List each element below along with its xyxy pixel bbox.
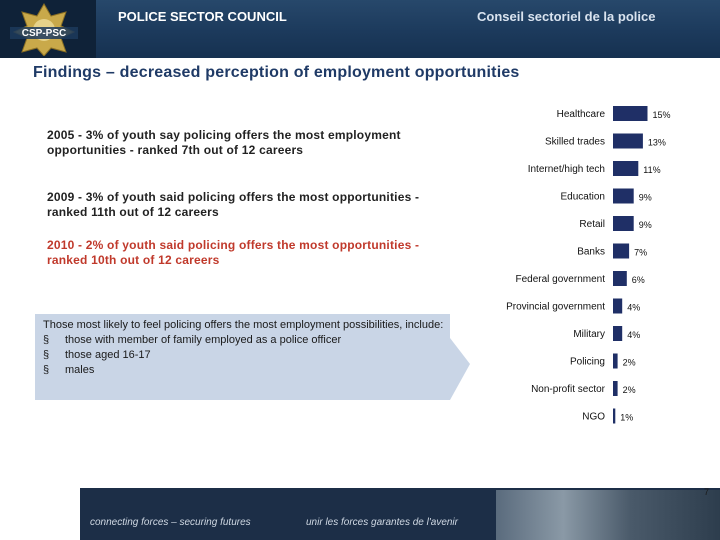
career-opportunity-chart: Healthcare 15% Skilled trades 13% Internet/h… (506, 106, 671, 424)
value-label: 15% (653, 110, 671, 120)
slide-title: Findings – decreased perception of emplo… (33, 64, 520, 81)
category-label: NGO (582, 412, 605, 423)
value-label: 1% (620, 413, 633, 423)
bar (613, 298, 623, 314)
header-title-en: POLICE SECTOR COUNCIL (118, 9, 287, 24)
bar (613, 106, 648, 121)
bar (613, 326, 623, 341)
category-label: Military (573, 329, 605, 340)
page-number: 7 (704, 487, 710, 497)
category-label: Non-profit sector (531, 384, 606, 395)
value-label: 9% (639, 193, 652, 203)
value-label: 7% (634, 248, 647, 258)
bar (613, 243, 630, 259)
bar (613, 133, 643, 149)
value-label: 2% (623, 385, 636, 395)
category-label: Education (561, 192, 605, 203)
finding-2009: 2009 - 3% of youth said policing offers … (47, 190, 420, 219)
finding-2010: 2010 - 2% of youth said policing offers … (47, 238, 420, 267)
category-label: Retail (579, 219, 605, 230)
category-label: Banks (577, 247, 605, 258)
bullet-text: males (65, 364, 95, 376)
footer-photo-strip (496, 490, 720, 540)
bullet-text: those aged 16-17 (65, 349, 151, 361)
value-label: 4% (627, 303, 640, 313)
category-label: Policing (570, 357, 605, 368)
logo-text: CSP-PSC (22, 28, 66, 39)
value-label: 9% (639, 220, 652, 230)
category-label: Internet/high tech (528, 164, 605, 175)
list-item: § those with member of family employed as… (43, 333, 450, 348)
bullet-icon: § (43, 334, 50, 346)
value-label: 11% (643, 165, 660, 175)
value-label: 6% (632, 275, 645, 285)
footer-slogan-fr: unir les forces garantes de l'avenir (306, 517, 458, 528)
category-label: Healthcare (557, 109, 606, 120)
callout-list: § those with member of family employed as… (43, 333, 450, 378)
category-label: Provincial government (506, 302, 605, 313)
bar (613, 216, 634, 231)
bar (613, 353, 618, 369)
bullet-icon: § (43, 364, 50, 376)
bullet-icon: § (43, 349, 50, 361)
list-item: § those aged 16-17 (43, 348, 450, 363)
header-bar (0, 0, 720, 58)
value-label: 2% (623, 358, 636, 368)
value-label: 13% (648, 138, 666, 148)
bar (613, 271, 627, 286)
footer-slogan-en: connecting forces – securing futures (90, 517, 251, 528)
bar (613, 381, 618, 396)
finding-2005: 2005 - 3% of youth say policing offers t… (47, 128, 401, 157)
bar (613, 408, 616, 424)
bar (613, 161, 639, 176)
list-item: § males (43, 363, 450, 378)
callout-box: Those most likely to feel policing offer… (35, 314, 450, 400)
callout-pointer (450, 338, 470, 400)
value-label: 4% (627, 330, 640, 340)
csp-psc-logo: CSP-PSC (10, 3, 78, 56)
category-label: Skilled trades (545, 137, 605, 148)
bullet-text: those with member of family employed as … (65, 334, 342, 346)
callout-text: Those most likely to feel policing offer… (43, 319, 444, 331)
bar (613, 188, 634, 204)
header-title-fr: Conseil sectoriel de la police (477, 9, 656, 24)
category-label: Federal government (516, 274, 606, 285)
footer-left-panel (0, 488, 80, 540)
